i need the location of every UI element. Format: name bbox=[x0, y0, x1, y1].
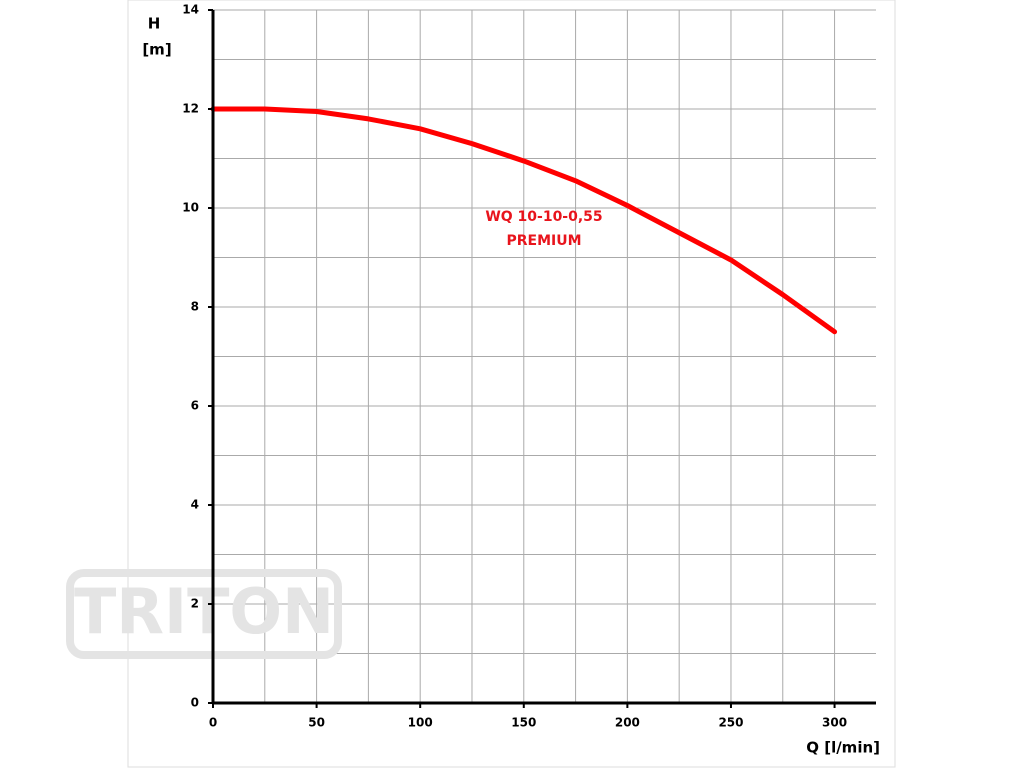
frame bbox=[127, 0, 896, 768]
x-tick-label: 0 bbox=[209, 716, 217, 730]
curve bbox=[210, 106, 838, 335]
y-tick-label: 6 bbox=[191, 399, 199, 413]
y-tick-label: 2 bbox=[191, 597, 199, 611]
y-tick-label: 8 bbox=[191, 300, 199, 314]
x-tick-label: 100 bbox=[408, 716, 433, 730]
x-axis-label: Q [l/min] bbox=[806, 739, 880, 757]
annotation: PREMIUM bbox=[506, 233, 581, 249]
watermark-frame bbox=[66, 569, 342, 659]
x-tick-label: 200 bbox=[615, 716, 640, 730]
y-tick-label: 0 bbox=[191, 696, 199, 710]
y-tick-label: 4 bbox=[191, 498, 199, 512]
annotation: WQ 10-10-0,55 bbox=[485, 209, 602, 225]
watermark-group: TRITON bbox=[66, 569, 342, 659]
x-tick-label: 300 bbox=[822, 716, 847, 730]
plot bbox=[210, 106, 838, 335]
watermark: TRITON bbox=[74, 575, 334, 648]
y-axis-label: [m] bbox=[142, 41, 171, 59]
x-tick-label: 250 bbox=[718, 716, 743, 730]
x-tick-label: 50 bbox=[308, 716, 325, 730]
y-tick-label: 12 bbox=[182, 102, 199, 116]
y-axis-label: H bbox=[148, 15, 161, 33]
y-tick-label: 10 bbox=[182, 201, 199, 215]
y-tick-label: 14 bbox=[182, 3, 199, 17]
x-tick-label: 150 bbox=[511, 716, 536, 730]
